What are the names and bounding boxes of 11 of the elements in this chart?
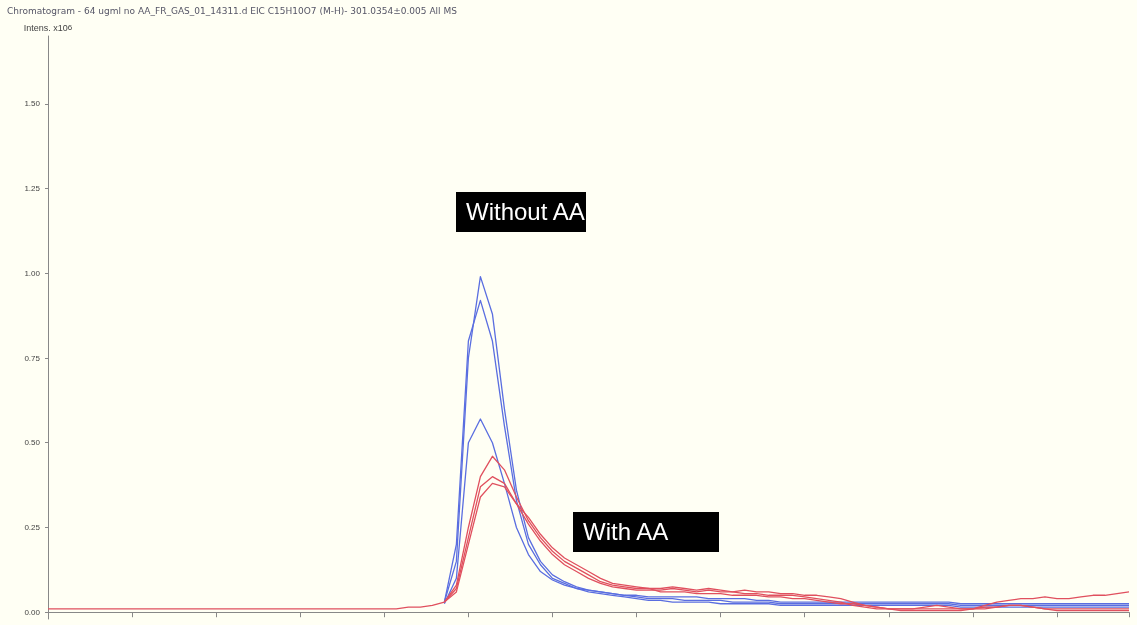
annotation: With AA [583, 517, 669, 545]
y-tick-label: 1.50 [24, 99, 41, 109]
annotation: Without AA [466, 197, 585, 225]
y-tick-label: 0.75 [24, 353, 41, 363]
y-axis-title: Intens. x106 [23, 22, 73, 33]
chart-title: Chromatogram - 64 ugml no AA_FR_GAS_01_14311.d EIC C15H10O7 (M-H)- 301.0354±0.005 All MS [7, 5, 458, 16]
y-tick-label: 0.00 [24, 607, 41, 617]
y-tick-label: 0.25 [24, 522, 41, 532]
y-tick-label: 1.00 [24, 268, 41, 278]
y-tick-label: 1.25 [24, 184, 41, 194]
y-tick-label: 0.50 [24, 438, 41, 448]
